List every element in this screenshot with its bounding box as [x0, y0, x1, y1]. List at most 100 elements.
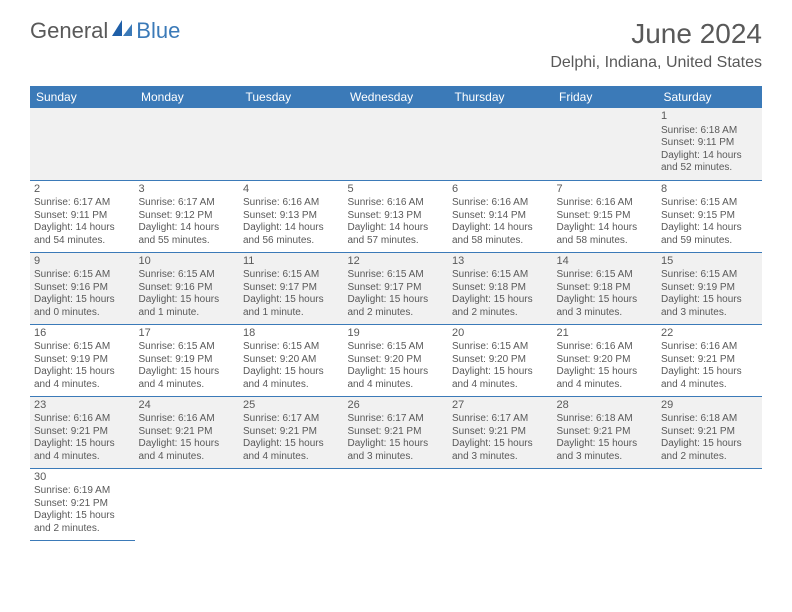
day-info-line: and 4 minutes. [139, 451, 236, 464]
day-info-line: Daylight: 15 hours [348, 438, 445, 451]
day-info-line: Daylight: 14 hours [452, 222, 549, 235]
calendar-cell: 22Sunrise: 6:16 AMSunset: 9:21 PMDayligh… [657, 324, 762, 396]
day-info-line: Sunset: 9:13 PM [243, 210, 340, 223]
day-info-line: Sunrise: 6:15 AM [243, 341, 340, 354]
day-number: 10 [139, 255, 236, 269]
day-info-line: Sunset: 9:20 PM [452, 354, 549, 367]
calendar-cell: 6Sunrise: 6:16 AMSunset: 9:14 PMDaylight… [448, 180, 553, 252]
day-number: 13 [452, 255, 549, 269]
day-number: 3 [139, 183, 236, 197]
day-info-line: Daylight: 15 hours [34, 510, 131, 523]
day-info-line: Sunrise: 6:15 AM [348, 341, 445, 354]
day-number: 16 [34, 327, 131, 341]
day-info-line: Sunrise: 6:15 AM [452, 341, 549, 354]
day-info-line: and 4 minutes. [34, 379, 131, 392]
calendar-cell: 24Sunrise: 6:16 AMSunset: 9:21 PMDayligh… [135, 396, 240, 468]
brand-part2: Blue [136, 18, 180, 44]
day-info-line: Daylight: 14 hours [243, 222, 340, 235]
day-info-line: Daylight: 15 hours [139, 294, 236, 307]
calendar-week-row: 23Sunrise: 6:16 AMSunset: 9:21 PMDayligh… [30, 396, 762, 468]
location-label: Delphi, Indiana, United States [550, 54, 762, 72]
day-info-line: Daylight: 14 hours [661, 150, 758, 163]
day-info-line: and 59 minutes. [661, 235, 758, 248]
day-info-line: Sunset: 9:20 AM [243, 354, 340, 367]
day-info-line: Sunrise: 6:15 AM [34, 269, 131, 282]
day-info-line: Daylight: 15 hours [243, 438, 340, 451]
day-info-line: and 1 minute. [243, 307, 340, 320]
sail-icon [112, 20, 134, 43]
day-info-line: Sunset: 9:19 PM [139, 354, 236, 367]
day-info-line: Sunset: 9:11 PM [661, 137, 758, 150]
day-info-line: and 2 minutes. [452, 307, 549, 320]
calendar-cell: 29Sunrise: 6:18 AMSunset: 9:21 PMDayligh… [657, 396, 762, 468]
day-number: 24 [139, 399, 236, 413]
day-info-line: Sunset: 9:16 PM [139, 282, 236, 295]
dayhead-sun: Sunday [30, 86, 135, 108]
day-info-line: Daylight: 14 hours [139, 222, 236, 235]
day-number: 25 [243, 399, 340, 413]
day-number: 27 [452, 399, 549, 413]
day-info-line: and 4 minutes. [243, 379, 340, 392]
day-info-line: Sunrise: 6:18 AM [661, 125, 758, 138]
day-info-line: Daylight: 15 hours [34, 294, 131, 307]
calendar-cell: 26Sunrise: 6:17 AMSunset: 9:21 PMDayligh… [344, 396, 449, 468]
day-info-line: Sunset: 9:19 PM [661, 282, 758, 295]
day-info-line: Sunrise: 6:16 AM [661, 341, 758, 354]
calendar-cell [657, 468, 762, 540]
day-info-line: Sunrise: 6:16 AM [557, 197, 654, 210]
calendar-cell: 17Sunrise: 6:15 AMSunset: 9:19 PMDayligh… [135, 324, 240, 396]
calendar-cell: 28Sunrise: 6:18 AMSunset: 9:21 PMDayligh… [553, 396, 658, 468]
calendar-cell: 15Sunrise: 6:15 AMSunset: 9:19 PMDayligh… [657, 252, 762, 324]
calendar-cell: 23Sunrise: 6:16 AMSunset: 9:21 PMDayligh… [30, 396, 135, 468]
calendar-cell: 20Sunrise: 6:15 AMSunset: 9:20 PMDayligh… [448, 324, 553, 396]
day-info-line: and 1 minute. [139, 307, 236, 320]
day-info-line: Daylight: 15 hours [34, 438, 131, 451]
day-number: 15 [661, 255, 758, 269]
calendar-cell: 21Sunrise: 6:16 AMSunset: 9:20 PMDayligh… [553, 324, 658, 396]
calendar-cell [344, 108, 449, 180]
day-info-line: Sunset: 9:21 PM [348, 426, 445, 439]
day-info-line: Daylight: 15 hours [452, 366, 549, 379]
dayhead-wed: Wednesday [344, 86, 449, 108]
day-info-line: and 4 minutes. [557, 379, 654, 392]
day-info-line: Daylight: 14 hours [348, 222, 445, 235]
day-number: 17 [139, 327, 236, 341]
day-info-line: Sunrise: 6:15 AM [139, 341, 236, 354]
day-info-line: Sunset: 9:21 PM [452, 426, 549, 439]
day-info-line: Sunset: 9:21 PM [243, 426, 340, 439]
day-info-line: Daylight: 15 hours [452, 294, 549, 307]
day-info-line: and 4 minutes. [452, 379, 549, 392]
day-number: 9 [34, 255, 131, 269]
day-number: 21 [557, 327, 654, 341]
day-info-line: Daylight: 14 hours [661, 222, 758, 235]
day-info-line: Sunset: 9:21 PM [139, 426, 236, 439]
day-info-line: and 3 minutes. [452, 451, 549, 464]
day-info-line: Sunrise: 6:17 AM [34, 197, 131, 210]
day-number: 14 [557, 255, 654, 269]
day-info-line: Sunset: 9:21 PM [557, 426, 654, 439]
day-info-line: and 4 minutes. [243, 451, 340, 464]
calendar-cell: 1Sunrise: 6:18 AMSunset: 9:11 PMDaylight… [657, 108, 762, 180]
day-info-line: Daylight: 15 hours [452, 438, 549, 451]
day-info-line: Sunset: 9:13 PM [348, 210, 445, 223]
day-info-line: Daylight: 15 hours [243, 294, 340, 307]
day-number: 18 [243, 327, 340, 341]
calendar-cell: 19Sunrise: 6:15 AMSunset: 9:20 PMDayligh… [344, 324, 449, 396]
day-info-line: Sunrise: 6:16 AM [348, 197, 445, 210]
day-info-line: and 2 minutes. [348, 307, 445, 320]
day-info-line: Sunrise: 6:15 AM [348, 269, 445, 282]
day-info-line: Sunset: 9:21 PM [661, 354, 758, 367]
calendar-cell: 10Sunrise: 6:15 AMSunset: 9:16 PMDayligh… [135, 252, 240, 324]
calendar-week-row: 1Sunrise: 6:18 AMSunset: 9:11 PMDaylight… [30, 108, 762, 180]
day-info-line: and 3 minutes. [557, 307, 654, 320]
day-info-line: Sunrise: 6:16 AM [243, 197, 340, 210]
day-info-line: and 54 minutes. [34, 235, 131, 248]
day-info-line: Sunrise: 6:15 AM [661, 269, 758, 282]
dayhead-thu: Thursday [448, 86, 553, 108]
day-info-line: Sunrise: 6:15 AM [243, 269, 340, 282]
day-info-line: and 2 minutes. [34, 523, 131, 536]
day-info-line: Sunset: 9:12 PM [139, 210, 236, 223]
calendar-cell [135, 108, 240, 180]
day-number: 2 [34, 183, 131, 197]
day-info-line: Daylight: 15 hours [139, 366, 236, 379]
